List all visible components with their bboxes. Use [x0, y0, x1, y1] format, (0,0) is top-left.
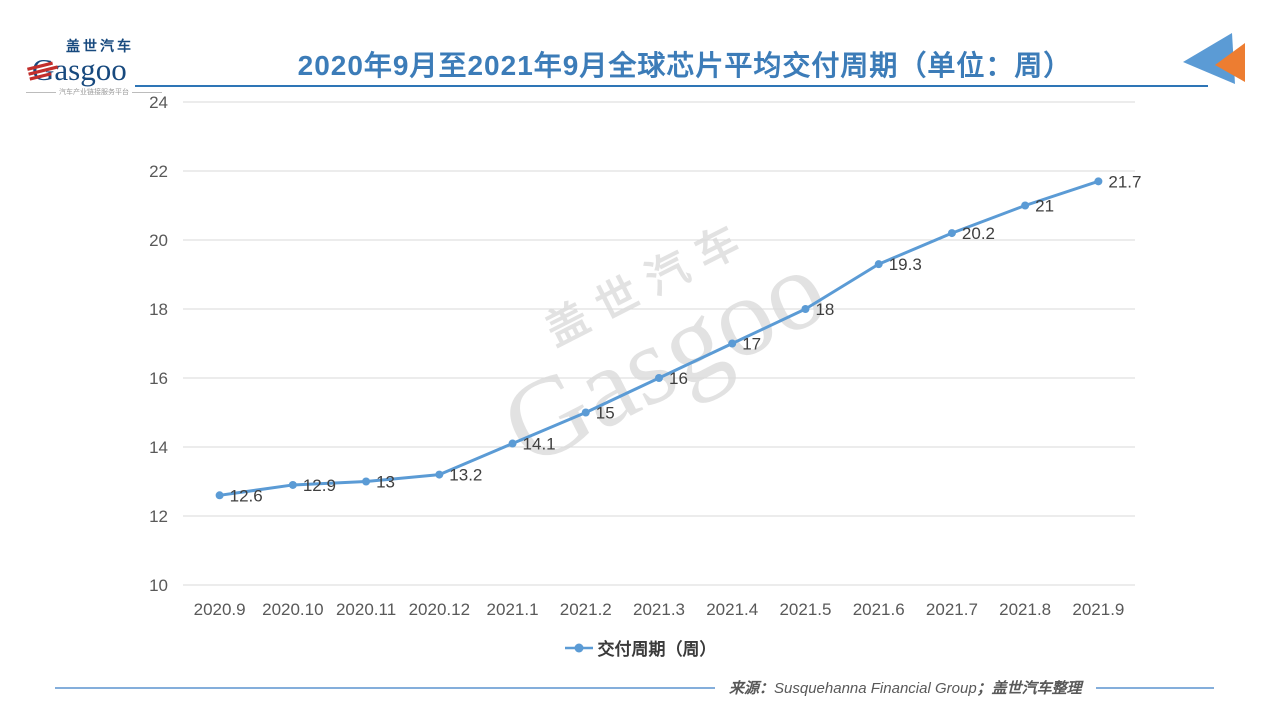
x-tick-label: 2021.5: [779, 600, 831, 619]
gasgoo-logo: 盖世汽车 Gasgoo 汽车产业链接服务平台: [26, 36, 162, 97]
x-tick-label: 2021.8: [999, 600, 1051, 619]
legend-label: 交付周期（周）: [597, 640, 717, 659]
data-point: [215, 491, 224, 500]
data-label: 12.9: [303, 476, 336, 495]
x-tick-label: 2021.3: [633, 600, 685, 619]
x-tick-label: 2021.9: [1072, 600, 1124, 619]
data-label: 20.2: [962, 224, 995, 243]
data-label: 21.7: [1108, 172, 1141, 191]
x-tick-label: 2021.4: [706, 600, 758, 619]
source-suffix: ；盖世汽车整理: [976, 680, 1082, 697]
data-point: [1021, 201, 1030, 210]
data-point: [728, 339, 737, 348]
data-label: 13: [376, 473, 395, 492]
data-point: [947, 229, 956, 238]
data-label: 15: [596, 404, 615, 423]
footer-rule-right: [1095, 686, 1214, 689]
y-tick-label: 10: [149, 576, 168, 595]
logo-english-name: Gasgoo: [26, 54, 162, 85]
x-tick-label: 2020.11: [336, 600, 396, 619]
y-tick-label: 16: [149, 369, 168, 388]
chart-legend: 交付周期（周）: [0, 635, 1280, 660]
logo-tagline: 汽车产业链接服务平台: [26, 87, 162, 97]
data-point: [874, 260, 883, 269]
gasgoo-arrow-icon: [1183, 33, 1245, 84]
data-label: 17: [742, 335, 761, 354]
logo-red-stripes-icon: [26, 61, 59, 82]
data-label: 21: [1035, 197, 1054, 216]
tagline-rule-right: [132, 91, 162, 93]
data-point: [288, 480, 297, 489]
y-tick-label: 20: [149, 231, 168, 250]
data-point: [655, 374, 663, 382]
x-tick-label: 2021.2: [560, 600, 612, 619]
data-point: [581, 408, 590, 417]
y-tick-label: 24: [149, 93, 168, 112]
y-tick-label: 22: [149, 162, 168, 181]
source-footer: 来源：Susquehanna Financial Group；盖世汽车整理: [55, 677, 1214, 698]
x-tick-label: 2021.6: [853, 600, 905, 619]
page-title: 2020年9月至2021年9月全球芯片平均交付周期（单位：周）: [297, 50, 1073, 81]
y-tick-label: 14: [149, 438, 168, 457]
logo-chinese-name: 盖世汽车: [66, 38, 134, 54]
footer-rule-left: [55, 686, 715, 689]
data-point: [508, 439, 517, 448]
x-tick-label: 2021.7: [926, 600, 978, 619]
data-point: [435, 470, 444, 479]
y-tick-label: 18: [149, 300, 168, 319]
data-label: 14.1: [523, 435, 556, 454]
data-label: 18: [815, 300, 834, 319]
title-underline: [135, 85, 1208, 87]
data-point: [1094, 177, 1103, 186]
data-label: 13.2: [449, 466, 482, 485]
source-name: Susquehanna Financial Group: [774, 680, 977, 697]
x-tick-label: 2020.10: [262, 600, 323, 619]
data-point: [801, 305, 810, 313]
data-point: [362, 477, 371, 486]
source-prefix: 来源：: [729, 680, 775, 697]
data-label: 16: [669, 369, 688, 388]
y-tick-label: 12: [149, 507, 168, 526]
legend-line-marker-icon: [564, 643, 593, 652]
data-label: 12.6: [230, 486, 263, 505]
tagline-text: 汽车产业链接服务平台: [59, 89, 129, 97]
x-tick-label: 2020.12: [409, 600, 470, 619]
data-label: 19.3: [889, 255, 922, 274]
source-text: 来源：Susquehanna Financial Group；盖世汽车整理: [729, 677, 1082, 698]
x-tick-label: 2021.1: [487, 600, 539, 619]
x-tick-label: 2020.9: [194, 600, 246, 619]
tagline-rule-left: [26, 91, 56, 93]
